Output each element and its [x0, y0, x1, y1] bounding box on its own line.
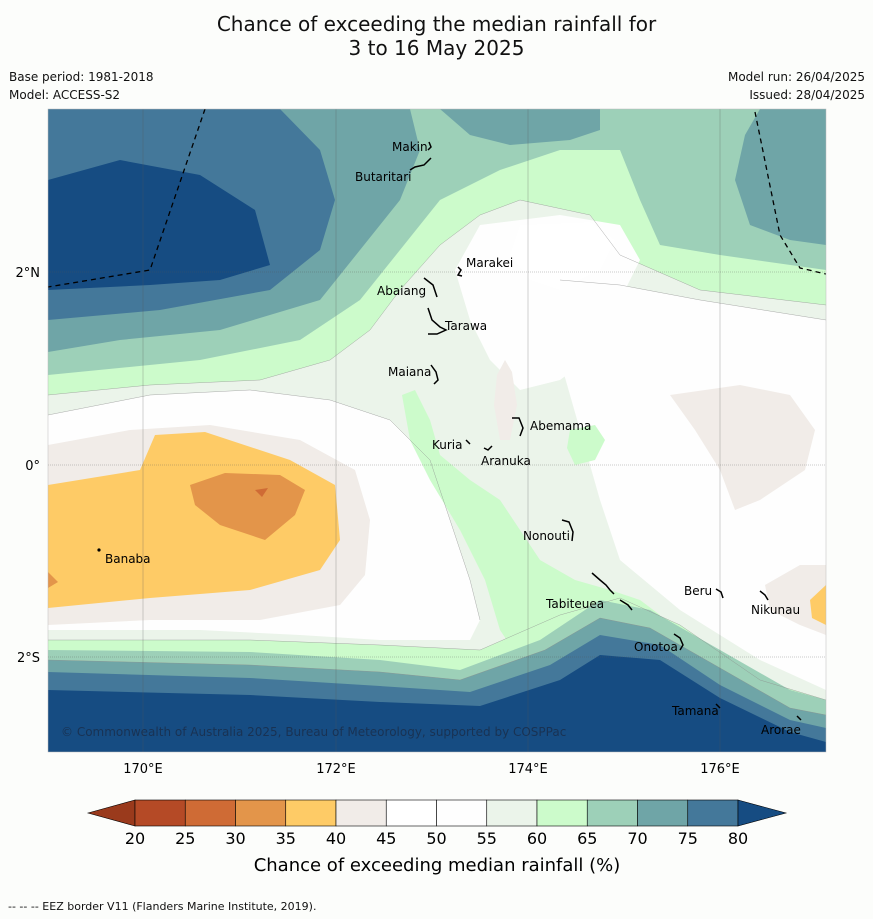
- colorbar-segment: [335, 799, 387, 827]
- contour-70-east: [735, 109, 826, 245]
- colorbar-extend-high: [737, 799, 788, 827]
- contour-80-south: [48, 655, 826, 752]
- map-frame: [47, 108, 827, 753]
- place-butaritari: Butaritari: [355, 170, 412, 184]
- gridlines: [48, 109, 826, 752]
- issued-date: Issued: 28/04/2025: [749, 88, 865, 102]
- place-tabiteuea: Tabiteuea: [545, 597, 604, 611]
- eez-footnote: -- -- -- EEZ border V11 (Flanders Marine…: [8, 900, 317, 913]
- place-nonouti: Nonouti: [523, 529, 570, 543]
- meta-left: Base period: 1981-2018 Model: ACCESS-S2: [9, 68, 154, 104]
- colorbar-tick-label: 50: [426, 829, 446, 848]
- contour-35-southeast: [810, 585, 826, 625]
- colorbar-segment: [235, 799, 287, 827]
- banaba-island: [97, 548, 101, 552]
- colorbar-segment: [184, 799, 236, 827]
- title-line-2: 3 to 16 May 2025: [348, 36, 525, 60]
- colorbar-segment: [486, 799, 538, 827]
- colorbar-segment: [285, 799, 337, 827]
- place-abemama: Abemama: [530, 419, 591, 433]
- contour-80-north: [48, 160, 270, 290]
- lat-label-2n: 2°N: [16, 266, 41, 281]
- contour-lines: [48, 199, 826, 716]
- colorbar: [86, 799, 788, 827]
- lat-label-0: 0°: [25, 459, 40, 474]
- meta-right: Model run: 26/04/2025 Issued: 28/04/2025: [728, 68, 865, 104]
- lon-label-170e: 170°E: [123, 762, 163, 777]
- place-aranuka: Aranuka: [481, 454, 531, 468]
- colorbar-title: Chance of exceeding median rainfall (%): [254, 855, 621, 876]
- eez-borders: [48, 109, 826, 288]
- place-tamana: Tamana: [671, 704, 719, 718]
- copyright-notice: © Commonwealth of Australia 2025, Bureau…: [61, 725, 566, 739]
- place-marakei: Marakei: [466, 256, 513, 270]
- contour-60-central: [402, 390, 660, 660]
- colorbar-tick-label: 35: [276, 829, 296, 848]
- colorbar-segment: [536, 799, 588, 827]
- place-arorae: Arorae: [761, 723, 801, 737]
- contour-50-central: [510, 222, 615, 290]
- colorbar-tick-label: 30: [225, 829, 245, 848]
- colorbar-segment: [134, 799, 186, 827]
- colorbar-extend-low: [86, 799, 136, 827]
- rainfall-map-area[interactable]: Makin Butaritari Marakei Abaiang Tarawa …: [48, 109, 826, 752]
- map-title: Chance of exceeding the median rainfall …: [0, 12, 873, 60]
- latitude-labels: 2°N 0° 2°S: [16, 266, 41, 666]
- colorbar-tick-label: 65: [577, 829, 597, 848]
- place-nikunau: Nikunau: [751, 603, 800, 617]
- place-labels: Makin Butaritari Marakei Abaiang Tarawa …: [105, 140, 801, 737]
- lon-label-172e: 172°E: [316, 762, 356, 777]
- longitude-labels: 170°E 172°E 174°E 176°E: [123, 762, 740, 777]
- contour-55-east: [560, 280, 826, 690]
- place-onotoa: Onotoa: [634, 640, 678, 654]
- colorbar-ticks: 20 25 30 35 40 45 50 55 60 65 70 75 80: [125, 829, 748, 848]
- colorbar-tick-label: 60: [527, 829, 547, 848]
- title-line-1: Chance of exceeding the median rainfall …: [216, 12, 657, 36]
- lon-label-174e: 174°E: [508, 762, 548, 777]
- contour-30-edge: [48, 572, 58, 588]
- lon-label-176e: 176°E: [700, 762, 740, 777]
- place-tarawa: Tarawa: [444, 319, 487, 333]
- colorbar-tick-label: 20: [125, 829, 145, 848]
- colorbar-tick-label: 75: [678, 829, 698, 848]
- colorbar-tick-label: 45: [376, 829, 396, 848]
- colorbar-tick-label: 55: [477, 829, 497, 848]
- model-name: Model: ACCESS-S2: [9, 88, 121, 102]
- colorbar-tick-label: 80: [728, 829, 748, 848]
- colorbar-tick-label: 40: [326, 829, 346, 848]
- place-banaba: Banaba: [105, 552, 151, 566]
- colorbar-segment: [637, 799, 689, 827]
- contour-25-west: [255, 488, 268, 497]
- contour-45-southeast: [765, 565, 826, 635]
- contour-45-east: [670, 385, 815, 510]
- contour-45-islet: [494, 360, 517, 440]
- island-outlines: [409, 141, 802, 721]
- colorbar-segment: [687, 799, 739, 827]
- place-beru: Beru: [684, 584, 712, 598]
- colorbar-tick-label: 70: [627, 829, 647, 848]
- colorbar-tick-label: 25: [175, 829, 195, 848]
- contour-60-islet: [567, 425, 605, 465]
- model-run: Model run: 26/04/2025: [727, 70, 865, 84]
- colorbar-segment: [385, 799, 437, 827]
- contour-70-northeast: [440, 109, 600, 145]
- contour-30-west: [190, 473, 305, 540]
- place-makin: Makin: [392, 140, 428, 154]
- place-kuria: Kuria: [432, 438, 463, 452]
- colorbar-segment: [586, 799, 638, 827]
- place-maiana: Maiana: [388, 365, 431, 379]
- base-period: Base period: 1981-2018: [9, 70, 154, 84]
- place-abaiang: Abaiang: [377, 284, 426, 298]
- lat-label-2s: 2°S: [17, 651, 40, 666]
- colorbar-segment: [436, 799, 488, 827]
